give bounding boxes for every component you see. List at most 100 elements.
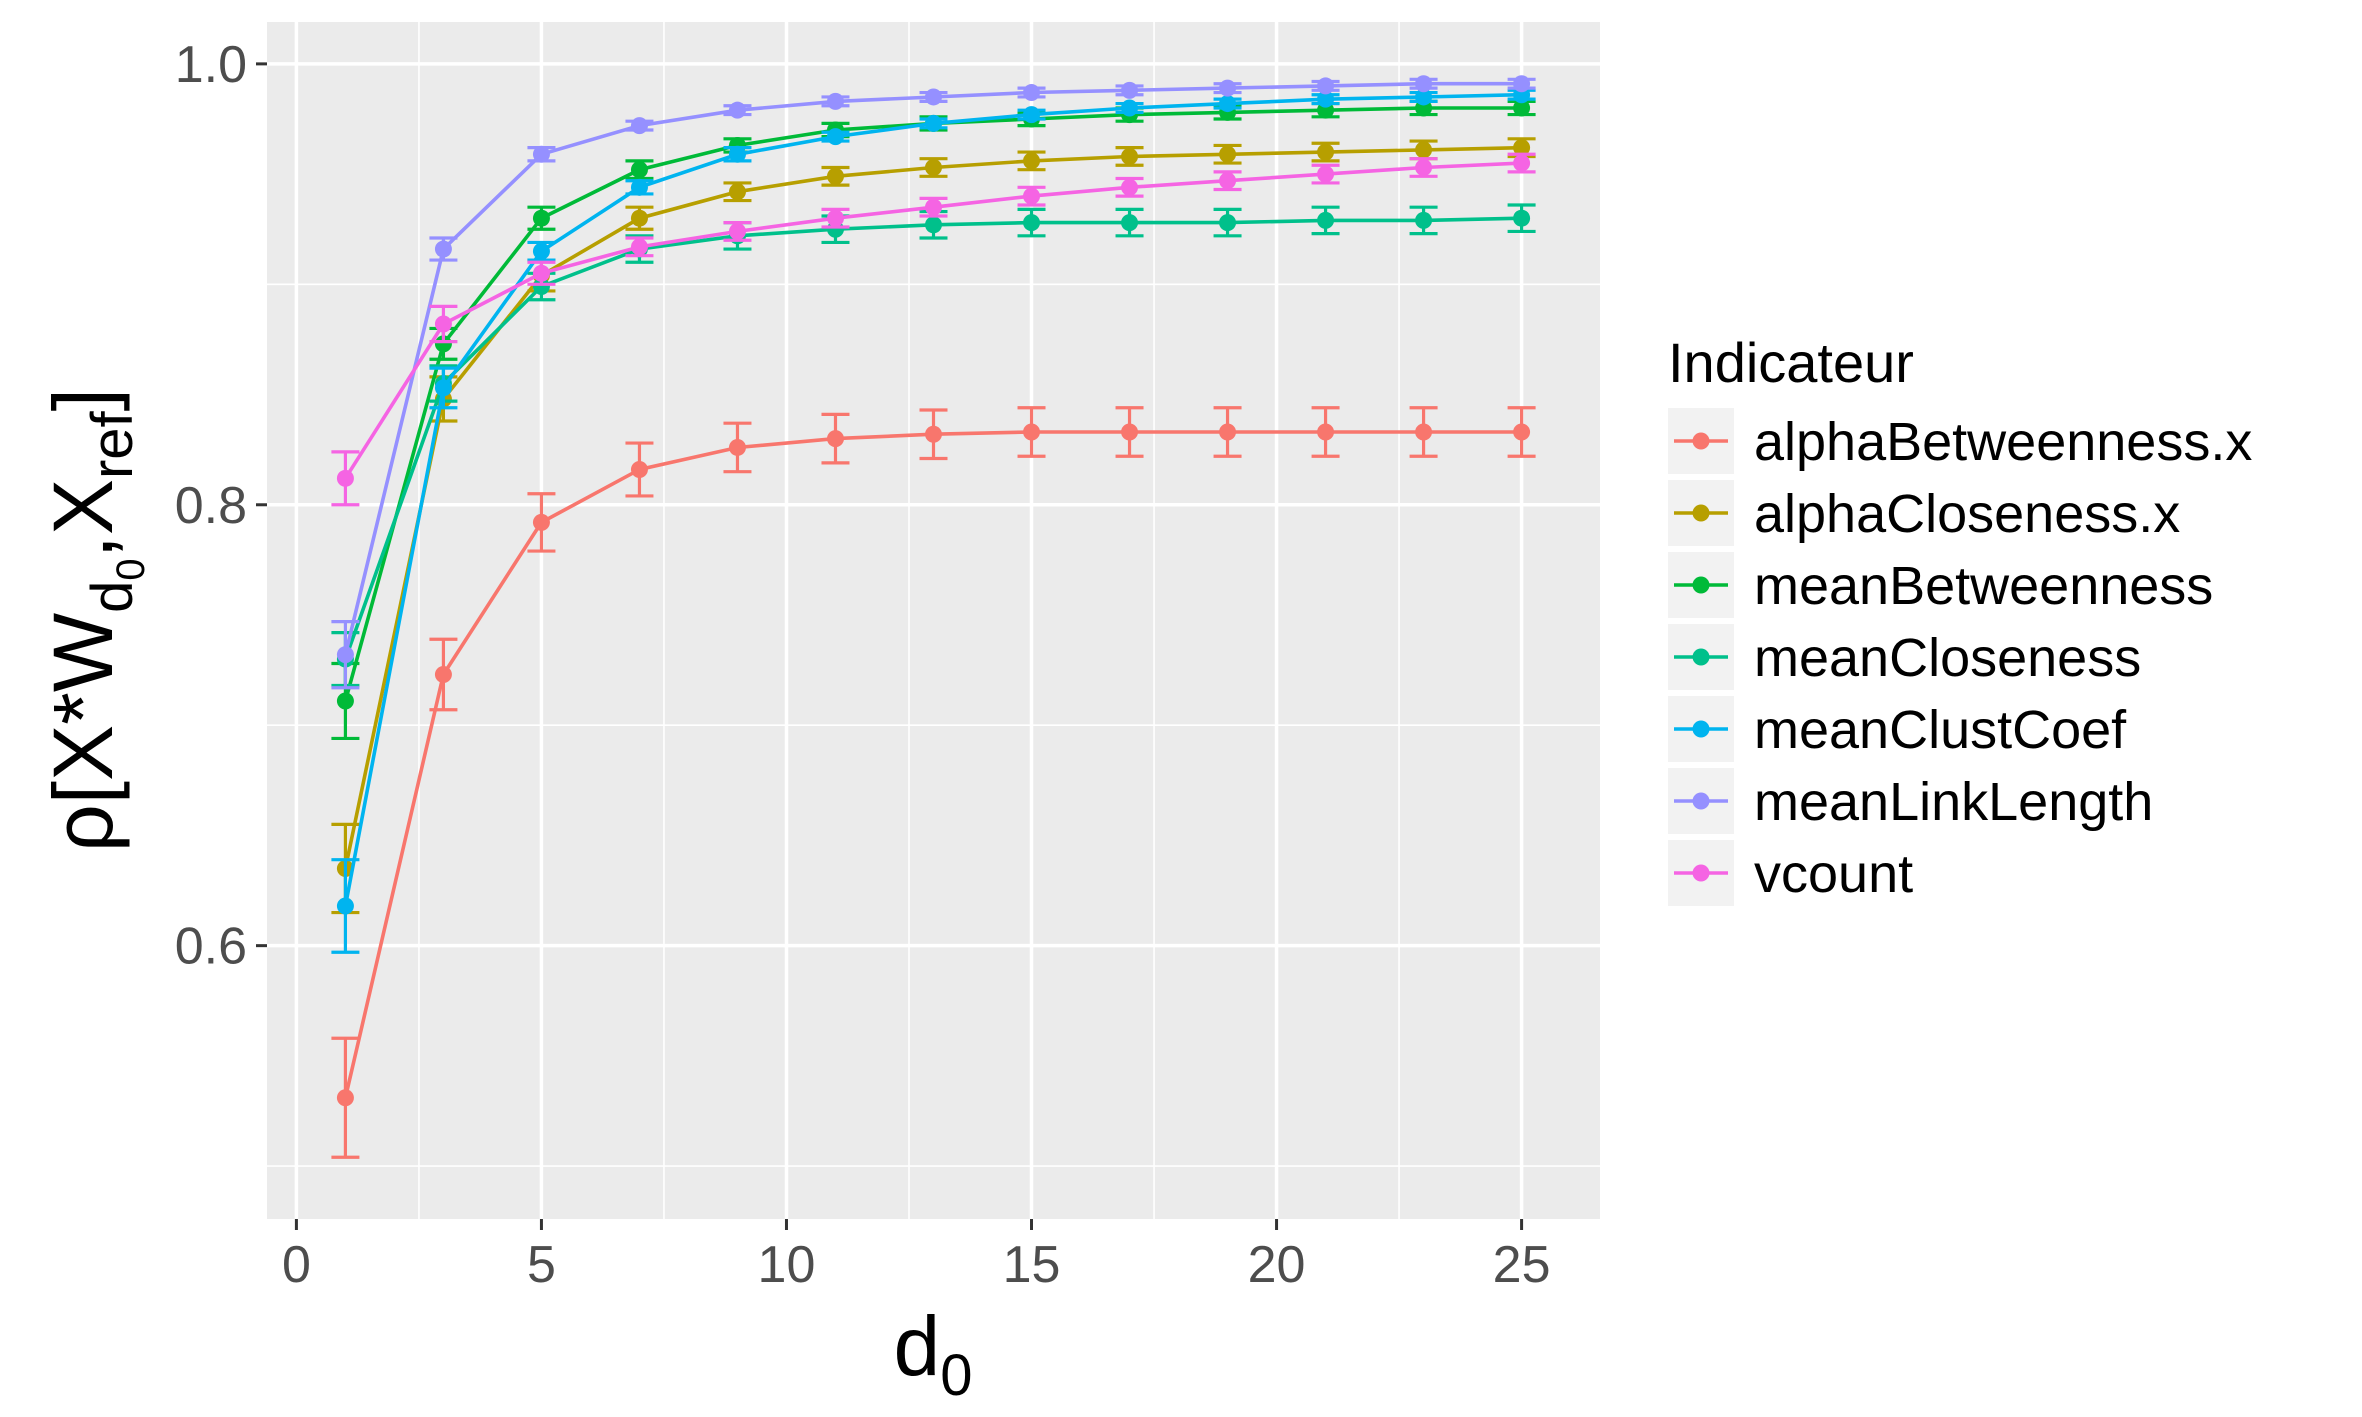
legend-item-alphaBetweenness.x: alphaBetweenness.x xyxy=(1668,408,2252,474)
data-point xyxy=(1023,106,1041,124)
legend-item-meanLinkLength: meanLinkLength xyxy=(1668,768,2153,834)
data-point xyxy=(434,666,452,684)
data-point xyxy=(1317,90,1335,108)
data-point xyxy=(1317,165,1335,183)
data-point xyxy=(1415,158,1433,176)
data-point xyxy=(728,222,746,240)
data-point xyxy=(1513,209,1531,227)
legend-key-point xyxy=(1692,864,1710,882)
legend-item-meanClustCoef: meanClustCoef xyxy=(1668,696,2127,762)
data-point xyxy=(1513,423,1531,441)
data-point xyxy=(532,513,550,531)
data-point xyxy=(925,425,942,443)
y-tick-label: 1.0 xyxy=(175,36,247,94)
x-tick-label: 5 xyxy=(527,1236,556,1294)
data-point xyxy=(1513,99,1531,117)
legend-label: alphaBetweenness.x xyxy=(1754,412,2252,472)
data-point xyxy=(1023,423,1041,441)
data-point xyxy=(1219,214,1237,232)
data-point xyxy=(630,178,648,196)
data-point xyxy=(925,198,942,216)
data-point xyxy=(1513,139,1531,157)
legend-label: meanCloseness xyxy=(1754,628,2141,688)
data-point xyxy=(1121,178,1139,196)
x-tick-label: 15 xyxy=(1003,1236,1061,1294)
y-axis-title-mid: ,X xyxy=(36,479,130,558)
y-axis-title: ρ[X*Wd0,Xref] xyxy=(36,388,153,852)
legend-label: vcount xyxy=(1754,844,1913,904)
data-point xyxy=(826,92,844,110)
data-point xyxy=(532,145,550,163)
legend-key-point xyxy=(1692,792,1710,810)
data-point xyxy=(1023,187,1041,205)
data-point xyxy=(1121,423,1139,441)
data-point xyxy=(826,128,844,146)
x-tick-label: 10 xyxy=(758,1236,816,1294)
legend-item-alphaCloseness.x: alphaCloseness.x xyxy=(1668,480,2180,546)
data-point xyxy=(1317,423,1335,441)
x-tick-label: 25 xyxy=(1493,1236,1551,1294)
legend-label: alphaCloseness.x xyxy=(1754,484,2180,544)
data-point xyxy=(630,117,648,135)
data-point xyxy=(336,897,354,915)
data-point xyxy=(728,101,746,119)
data-point xyxy=(925,114,942,132)
data-point xyxy=(434,379,452,397)
data-point xyxy=(532,278,550,296)
data-point xyxy=(630,161,648,179)
y-axis-title-subsub: 0 xyxy=(109,558,153,580)
data-point xyxy=(728,438,746,456)
data-point xyxy=(1219,95,1237,113)
x-tick-label: 0 xyxy=(282,1236,311,1294)
data-point xyxy=(1317,143,1335,161)
series-layer xyxy=(331,75,1536,1159)
data-point xyxy=(630,209,648,227)
data-point xyxy=(1219,145,1237,163)
legend-key-point xyxy=(1692,576,1710,594)
data-point xyxy=(925,216,942,234)
data-point xyxy=(1513,154,1531,172)
legend-items: alphaBetweenness.x alphaCloseness.x meanBe… xyxy=(1668,408,2252,906)
data-point xyxy=(630,238,648,256)
x-axis-title-base: d xyxy=(894,1299,941,1393)
data-point xyxy=(1023,152,1041,170)
data-point xyxy=(1219,79,1237,97)
series-meanClustCoef xyxy=(331,86,1536,954)
data-point xyxy=(1415,141,1433,159)
data-point xyxy=(826,430,844,448)
data-point xyxy=(336,646,354,664)
data-point xyxy=(826,167,844,185)
data-point xyxy=(1219,423,1237,441)
data-point xyxy=(728,183,746,201)
data-point xyxy=(1317,77,1335,95)
x-axis-title: d0 xyxy=(894,1299,973,1408)
data-point xyxy=(1219,172,1237,190)
series-alphaBetweenness.x xyxy=(331,406,1536,1159)
y-axis-title-suffix: ] xyxy=(36,388,130,411)
data-point xyxy=(532,242,550,260)
data-point xyxy=(532,209,550,227)
data-point xyxy=(630,460,648,478)
data-point xyxy=(925,88,942,106)
legend-item-vcount: vcount xyxy=(1668,840,1913,906)
y-tick-label: 0.8 xyxy=(175,477,247,535)
data-point xyxy=(1415,423,1433,441)
legend-key-point xyxy=(1692,504,1710,522)
data-point xyxy=(434,315,452,333)
legend-key-point xyxy=(1692,648,1710,666)
y-tick-label: 0.6 xyxy=(175,918,247,976)
data-point xyxy=(1121,99,1139,117)
data-point xyxy=(1023,84,1041,102)
data-point xyxy=(532,264,550,282)
legend-label: meanLinkLength xyxy=(1754,772,2153,832)
data-point xyxy=(1121,147,1139,165)
legend-item-meanCloseness: meanCloseness xyxy=(1668,624,2141,690)
data-point xyxy=(1513,75,1531,93)
data-point xyxy=(434,335,452,353)
y-axis-title-sub1: d xyxy=(80,581,145,613)
x-tick-label: 20 xyxy=(1248,1236,1306,1294)
data-point xyxy=(728,145,746,163)
series-meanLinkLength xyxy=(331,75,1536,690)
